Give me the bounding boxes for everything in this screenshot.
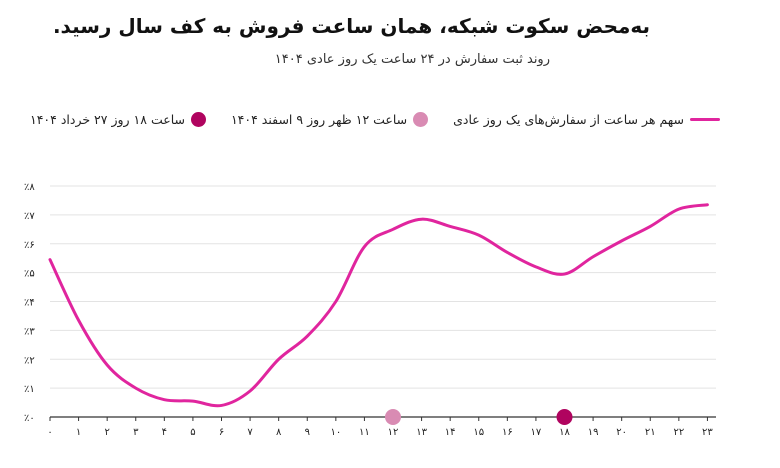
legend-light-dot-label: ساعت ۱۲ ظهر روز ۹ اسفند ۱۴۰۴ [230,112,408,127]
x-axis: ۰ ۱ ۲ ۳ ۴ ۵ ۶ ۷ ۸ ۹ ۱۰ ۱۱ ۱۲ ۱۳ ۱۴ ۱۵ ۱۶ ۱۷ ۱۸ ۱۹ ۲۰ ۲۱ ۲۲ ۲۳ [47,417,713,438]
x-tick-label: ۲ [104,427,109,438]
chart-subtitle: روند ثبت سفارش در ۲۴ ساعت یک روز عادی ۱۴… [274,52,550,67]
x-tick-label: ۱۲ [388,427,399,438]
y-tick-label: ٪۶ [24,240,35,251]
x-tick-label: ۱۷ [531,427,542,438]
x-tick-label: ۲۳ [702,427,713,438]
x-tick-label: ۱۶ [502,427,513,438]
y-axis: ٪۰ ٪۱ ٪۲ ٪۳ ٪۴ ٪۵ ٪۶ ٪۷ ٪۸ [24,182,35,424]
y-tick-label: ٪۱ [24,384,35,395]
x-tick-label: ۱۹ [588,427,599,438]
marker-dot-0 [385,409,402,425]
x-tick-label: ۷ [247,427,253,438]
series-group [48,203,709,408]
y-tick-label: ٪۴ [24,298,35,309]
y-tick-label: ٪۸ [24,182,35,193]
legend: ساعت ۱۸ روز ۲۷ خرداد ۱۴۰۴ ساعت ۱۲ ظهر رو… [30,112,720,127]
y-tick-label: ٪۰ [24,413,35,424]
y-tick-label: ٪۲ [24,355,35,366]
marker-dot-1 [556,409,573,425]
x-tick-label: ۱۱ [359,427,370,438]
x-tick-label: ۹ [305,427,310,438]
x-tick-label: ۵ [190,427,195,438]
series-line [48,203,709,408]
x-tick-label: ۱ [76,427,81,438]
x-tick-label: ۶ [219,427,224,438]
y-tick-label: ٪۷ [24,211,35,222]
x-tick-label: ۲۰ [616,427,627,438]
x-tick-label: ۲۲ [673,427,684,438]
legend-line-swatch [690,118,720,121]
y-tick-label: ٪۵ [24,269,35,280]
y-tick-label: ٪۳ [24,326,35,337]
x-tick-label: ۱۰ [330,427,341,438]
markers-group [385,409,573,425]
legend-dark-dot-label: ساعت ۱۸ روز ۲۷ خرداد ۱۴۰۴ [30,112,185,127]
legend-light-dot-swatch [413,112,429,127]
x-tick-label: ۰ [47,427,52,438]
legend-item-line: سهم هر ساعت از سفارش‌های یک روز عادی [453,112,720,127]
chart-title: به‌محض سکوت شبکه، همان ساعت فروش به کف س… [52,14,650,38]
x-tick-label: ۱۴ [445,427,456,438]
x-tick-label: ۸ [276,427,282,438]
x-tick-label: ۳ [133,427,139,438]
legend-item-dark-dot: ساعت ۱۸ روز ۲۷ خرداد ۱۴۰۴ [30,112,206,127]
legend-line-label: سهم هر ساعت از سفارش‌های یک روز عادی [453,112,684,127]
x-tick-label: ۴ [162,427,167,438]
legend-dark-dot-swatch [190,112,206,127]
grid-lines [50,185,716,418]
x-tick-label: ۲۱ [645,427,656,438]
x-tick-label: ۱۳ [416,427,427,438]
legend-item-light-dot: ساعت ۱۲ ظهر روز ۹ اسفند ۱۴۰۴ [230,112,429,127]
x-tick-label: ۱۵ [473,427,484,438]
x-tick-label: ۱۸ [559,427,570,438]
